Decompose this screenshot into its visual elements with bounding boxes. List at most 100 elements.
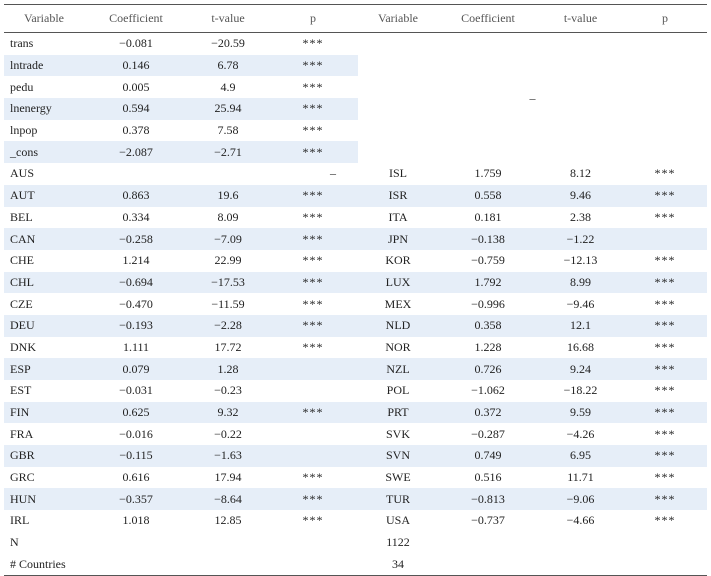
cell: CHE [10,253,34,268]
cell: *** [623,358,707,380]
cell: 12.85 [214,513,242,528]
cell [438,553,707,576]
cell: *** [654,209,676,224]
results-table: Variable Coefficient t-value p Variable Coeff… [4,4,707,576]
cell [268,445,358,467]
cell: −0.694 [84,271,188,294]
cell: 0.334 [122,209,150,224]
cell: 1.018 [122,513,150,528]
cell: −0.138 [438,228,538,250]
cell: 0.358 [438,314,538,337]
cell: N [10,535,19,550]
cell: LUX [358,271,438,294]
cell: 4.9 [220,79,236,94]
table-body: trans −0.081 −20.59 *** – lntrade 0.146 6.78 ***… [4,33,707,576]
cell: *** [268,141,358,164]
table-row: CAN −0.258 −7.09 *** JPN −0.138 −1.22 [4,228,707,250]
cell: −0.22 [214,426,242,441]
cell: 6.78 [188,54,268,77]
cell: 34 [358,553,438,576]
cell: 11.71 [567,470,594,485]
cell: 8.99 [538,271,623,294]
cell: DNK [10,339,36,354]
page: {"table": { "header": ["Variable", "Coef… [0,4,711,576]
cell: *** [623,445,707,467]
cell: 2.38 [570,209,591,224]
cell: 0.749 [438,445,538,467]
cell: 7.58 [217,123,239,138]
cell: 0.378 [122,123,150,138]
table-row: AUT 0.863 19.6 *** ISR 0.558 9.46 *** [4,184,707,207]
cell: 8.12 [570,166,591,181]
column-header: Variable [4,4,84,33]
cell: −20.59 [211,36,245,51]
header-row: Variable Coefficient t-value p Variable Coeff… [4,4,707,33]
cell: USA [385,513,410,528]
cell [268,380,358,402]
cell: −9.06 [538,488,623,511]
merged-cell: – [529,90,536,105]
cell: −0.357 [84,488,188,511]
cell: −0.813 [438,488,538,511]
cell: CAN [4,228,84,250]
cell: −12.13 [563,253,598,268]
cell: 9.46 [538,184,623,207]
cell: lntrade [4,54,84,77]
cell: ITA [388,209,408,224]
table-row: BEL 0.334 8.09 *** ITA 0.181 2.38 *** [4,207,707,229]
cell: SVN [358,445,438,467]
merged-cell: – [330,166,336,181]
cell: *** [654,513,676,528]
cell: lnpop [10,123,38,138]
cell: 25.94 [188,98,268,120]
cell: 9.24 [538,358,623,380]
cell: *** [623,488,707,511]
cell: 1.111 [122,339,150,354]
cell: *** [654,339,676,354]
cell: −0.081 [119,36,153,51]
cell: −4.26 [566,426,595,441]
cell: −1.22 [538,228,623,250]
cell: *** [302,36,324,51]
cell: *** [623,184,707,207]
cell: NOR [385,339,411,354]
cell: *** [302,209,324,224]
cell: 0.558 [438,184,538,207]
table-row: AUS – ISL 1.759 8.12 *** [4,163,707,185]
cell: *** [654,166,676,181]
cell: *** [654,296,676,311]
cell: −2.71 [188,141,268,164]
cell: 0.146 [84,54,188,77]
cell: HUN [4,488,84,511]
cell: *** [654,426,676,441]
cell: CZE [10,296,33,311]
cell: −0.759 [471,253,505,268]
cell: 1.228 [474,339,502,354]
table-row: _cons −2.087 −2.71 *** [4,141,707,164]
cell: −0.470 [119,296,153,311]
table-row: GBR −0.115 −1.63 SVN 0.749 6.95 *** [4,445,707,467]
cell: *** [623,271,707,294]
cell: 1.792 [438,271,538,294]
cell: 0.079 [84,358,188,380]
cell: −9.46 [566,296,595,311]
table-row: DNK 1.111 17.72 *** NOR 1.228 16.68 *** [4,337,707,359]
column-header: t-value [538,4,623,33]
column-header: p [268,4,358,33]
cell: ESP [4,358,84,380]
cell: KOR [385,253,411,268]
table-row: pedu 0.005 4.9 *** [4,76,707,98]
cell: EST [10,383,32,398]
cell: *** [302,123,324,138]
cell: *** [623,401,707,424]
table-row: lnenergy 0.594 25.94 *** [4,98,707,120]
table-row: ESP 0.079 1.28 NZL 0.726 9.24 *** [4,358,707,380]
cell: ISL [389,166,407,181]
column-header: t-value [188,4,268,33]
cell: IRL [10,513,30,528]
cell: 1122 [386,535,410,550]
table-row: FRA −0.016 −0.22 SVK −0.287 −4.26 *** [4,423,707,445]
cell [268,358,358,380]
cell: # Countries [4,553,84,576]
cell: DEU [4,314,84,337]
